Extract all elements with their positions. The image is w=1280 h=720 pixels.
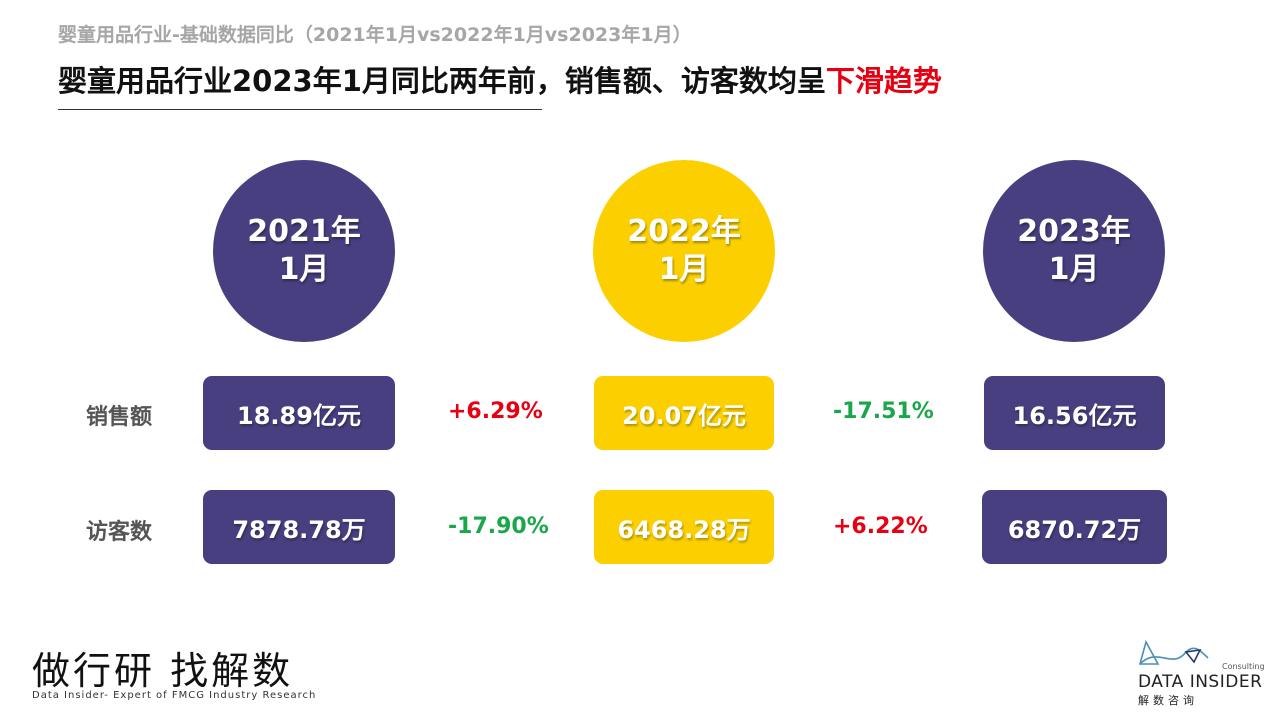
visitors-change-2021-2022: -17.90% (448, 514, 549, 539)
data-insider-logo: Consulting DATA INSIDER 解数咨询 (1138, 636, 1268, 712)
sales-change-2021-2022: +6.29% (448, 399, 543, 424)
period-month: 1月 (278, 252, 330, 287)
logo-name-text: DATA INSIDER (1138, 672, 1263, 692)
period-month: 1月 (658, 252, 710, 287)
page-headline: 婴童用品行业2023年1月同比两年前，销售额、访客数均呈下滑趋势 (58, 58, 942, 100)
sales-change-2022-2023: -17.51% (833, 399, 934, 424)
logo-chinese-text: 解数咨询 (1138, 694, 1198, 707)
headline-highlight-text: 下滑趋势 (825, 64, 942, 98)
period-year: 2022年 (627, 214, 741, 249)
sales-value-2021: 18.89亿元 (203, 376, 395, 450)
title-divider (58, 109, 542, 110)
period-circle-2023: 2023年 1月 (983, 160, 1165, 342)
period-year: 2023年 (1017, 214, 1131, 249)
footer-slogan-subtitle: Data Insider- Expert of FMCG Industry Re… (32, 690, 317, 701)
sales-value-2023: 16.56亿元 (984, 376, 1165, 450)
visitors-change-2022-2023: +6.22% (833, 514, 928, 539)
visitors-value-2023: 6870.72万 (982, 490, 1167, 564)
period-year: 2021年 (247, 214, 361, 249)
page-subtitle: 婴童用品行业-基础数据同比（2021年1月vs2022年1月vs2023年1月） (58, 24, 692, 46)
visitors-row-label: 访客数 (86, 520, 153, 545)
period-circle-2021: 2021年 1月 (213, 160, 395, 342)
visitors-value-2021: 7878.78万 (203, 490, 395, 564)
sales-value-2022: 20.07亿元 (594, 376, 774, 450)
visitors-value-2022: 6468.28万 (594, 490, 774, 564)
logo-mark-icon (1138, 639, 1209, 665)
logo-consulting-text: Consulting (1222, 662, 1265, 671)
period-circle-2022: 2022年 1月 (593, 160, 775, 342)
footer-slogan: 做行研 找解数 (32, 649, 294, 693)
headline-main-text: 婴童用品行业2023年1月同比两年前，销售额、访客数均呈 (58, 64, 826, 98)
sales-row-label: 销售额 (86, 405, 153, 430)
period-month: 1月 (1048, 252, 1100, 287)
